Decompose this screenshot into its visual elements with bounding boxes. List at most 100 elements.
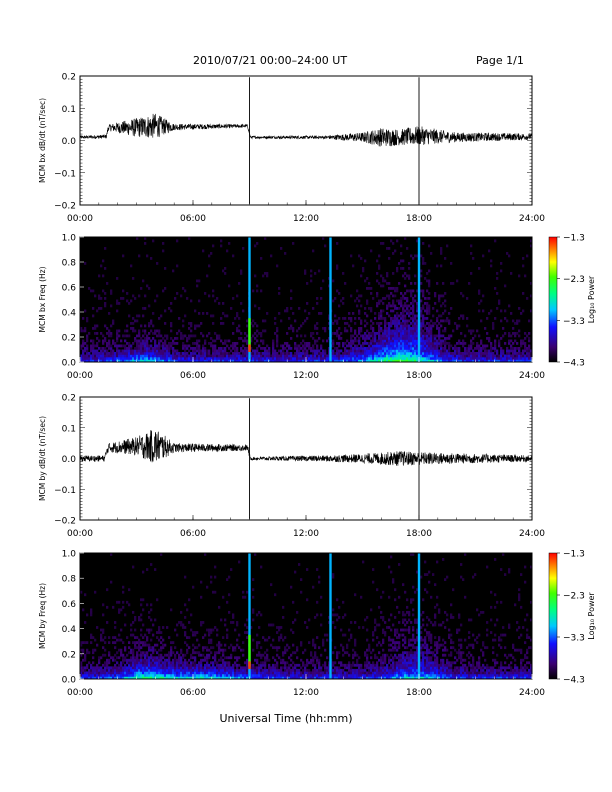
spectrogram-cell [478, 289, 481, 293]
spectrogram-cell [216, 297, 219, 300]
spectrogram-cell [148, 322, 151, 325]
spectrogram-cell [80, 676, 83, 680]
spectrogram-cell [146, 337, 149, 340]
spectrogram-cell [270, 359, 273, 363]
spectrogram-cell [410, 307, 413, 310]
spectrogram-cell [450, 344, 453, 348]
spectrogram-cell [186, 352, 189, 355]
spectrogram-cell [190, 299, 193, 303]
spectrogram-cell [96, 324, 99, 328]
spectrogram-cell [130, 359, 133, 363]
spectrogram-cell [142, 668, 145, 672]
spectrogram-cell [100, 668, 103, 672]
spectrogram-cell [504, 309, 507, 313]
spectrogram-cell [160, 349, 163, 353]
spectrogram-cell [376, 347, 379, 350]
spectrogram-cell [124, 666, 127, 670]
spectrogram-cell [186, 643, 189, 647]
spectrogram-cell [428, 329, 431, 333]
spectrogram-cell [460, 332, 463, 335]
spectrogram-cell [112, 349, 115, 353]
spectrogram-cell [400, 673, 403, 677]
spectrogram-cell [208, 357, 211, 360]
spectrogram-cell [264, 651, 267, 655]
spectrogram-cell [394, 588, 397, 592]
spectrogram-cell [256, 324, 259, 328]
spectrogram-cell [404, 628, 407, 632]
spectrogram-cell [442, 334, 445, 338]
spectrogram-cell [214, 354, 217, 358]
spectrogram-cell [148, 332, 151, 335]
spectrogram-cell [336, 676, 339, 680]
spectrogram-cell [228, 284, 231, 288]
spectrogram-cell [368, 648, 371, 652]
spectrogram-cell [224, 354, 227, 358]
spectrogram-cell [398, 347, 401, 350]
spectrogram-cell [148, 646, 151, 650]
spectrogram-cell [172, 671, 175, 675]
spectrogram-cell [280, 673, 283, 677]
spectrogram-cell [84, 621, 87, 624]
spectrogram-cell [336, 342, 339, 345]
spectrogram-cell [452, 329, 455, 333]
spectrogram-cell [122, 671, 125, 675]
spectrogram-cell [394, 352, 397, 355]
spectrogram-cell [492, 347, 495, 350]
spectrogram-cell [414, 332, 417, 335]
spectrogram-cell [442, 349, 445, 353]
spectrogram-cell [132, 294, 135, 298]
spectrogram-cell [208, 631, 211, 634]
spectrogram-cell [416, 349, 419, 353]
spectrogram-cell [424, 297, 427, 300]
spectrogram-cell [366, 666, 369, 670]
spectrogram-cell [132, 668, 135, 672]
spectrogram-cell [224, 676, 227, 680]
spectrogram-cell [462, 342, 465, 345]
spectrogram-cell [182, 668, 185, 672]
spectrogram-cell [384, 352, 387, 355]
spectrogram-cell [246, 673, 249, 677]
spectrogram-cell [184, 671, 187, 675]
spectrogram-cell [358, 339, 361, 343]
spectrogram-cell [390, 354, 393, 358]
spectrogram-cell [138, 661, 141, 665]
spectrogram-cell [176, 658, 179, 662]
spectrogram-cell [202, 648, 205, 652]
spectrogram-cell [150, 352, 153, 355]
spectrogram-cell [358, 354, 361, 358]
spectrogram-cell [378, 668, 381, 672]
spectrogram-cell [390, 292, 393, 295]
spectrogram-cell [300, 354, 303, 358]
spectrogram-cell [298, 673, 301, 677]
spectrogram-cell [414, 344, 417, 348]
spectrogram-cell [450, 334, 453, 338]
plot-frame [79, 75, 533, 206]
spectrogram-cell [140, 671, 143, 675]
spectrogram-cell [220, 317, 223, 320]
spectrogram-cell [202, 636, 205, 639]
spectrogram-cell [334, 319, 337, 323]
spectrogram-cell [370, 673, 373, 677]
spectrogram-cell [348, 352, 351, 355]
spectrogram-cell [408, 267, 411, 270]
spectrogram-cell [382, 653, 385, 657]
spectrogram-cell [290, 663, 293, 667]
spectrogram-cell [400, 267, 403, 270]
spectrogram-cell [284, 359, 287, 363]
spectrogram-cell [336, 357, 339, 360]
spectrogram-cell [362, 676, 365, 680]
spectrogram-cell [194, 349, 197, 353]
spectrogram-cell [362, 269, 365, 273]
spectrogram-cell [118, 354, 121, 358]
spectrogram-cell [400, 347, 403, 350]
spectrogram-cell [172, 354, 175, 358]
spectrogram-cell [278, 287, 281, 290]
spectrogram-cell [412, 304, 415, 308]
spectrogram-cell [184, 575, 187, 579]
spectrogram-cell [426, 307, 429, 310]
spectrogram-cell [332, 349, 335, 353]
spectrogram-cell [332, 354, 335, 358]
spectrogram-cell [404, 302, 407, 305]
spectrogram-cell [180, 354, 183, 358]
spectrogram-cell [390, 319, 393, 323]
